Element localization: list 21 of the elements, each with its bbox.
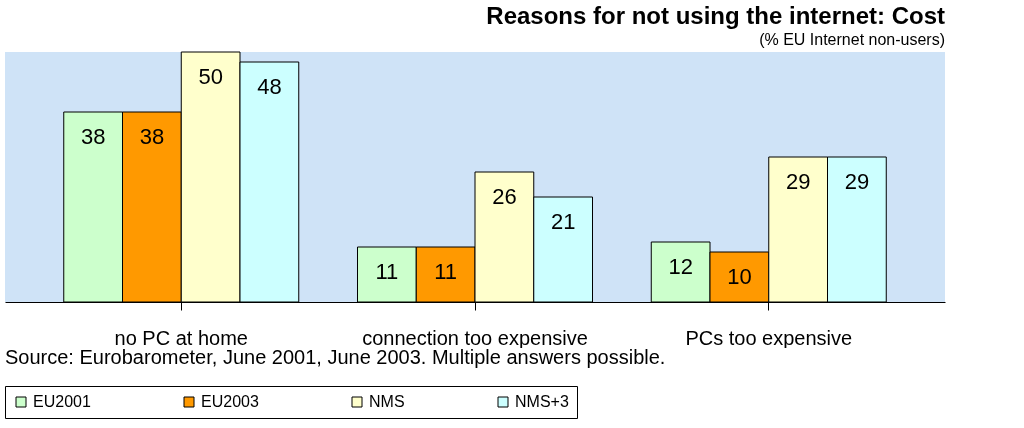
- data-label: 50: [198, 64, 223, 89]
- x-tick-label: no PC at home: [114, 326, 248, 349]
- legend-label: NMS+3: [515, 393, 569, 410]
- data-label: 10: [727, 264, 752, 289]
- legend-label: EU2001: [33, 393, 91, 410]
- data-label: 29: [785, 169, 811, 194]
- data-label: 12: [668, 254, 693, 279]
- data-label: 29: [844, 169, 870, 194]
- legend-label: EU2003: [201, 393, 259, 410]
- data-label: 11: [434, 259, 458, 284]
- chart-title: Reasons for not using the internet: Cost: [486, 1, 945, 29]
- x-tick-label: PCs too expensive: [685, 326, 853, 349]
- x-tick-label: connection too expensive: [362, 326, 588, 349]
- data-label: 38: [139, 124, 165, 149]
- data-label: 26: [492, 184, 517, 209]
- data-label: 48: [257, 74, 282, 99]
- data-label: 21: [550, 209, 576, 234]
- chart-subtitle: (% EU Internet non-users): [759, 30, 945, 48]
- legend-label: NMS: [369, 393, 405, 410]
- data-label: 11: [375, 259, 399, 284]
- data-label: 38: [80, 124, 106, 149]
